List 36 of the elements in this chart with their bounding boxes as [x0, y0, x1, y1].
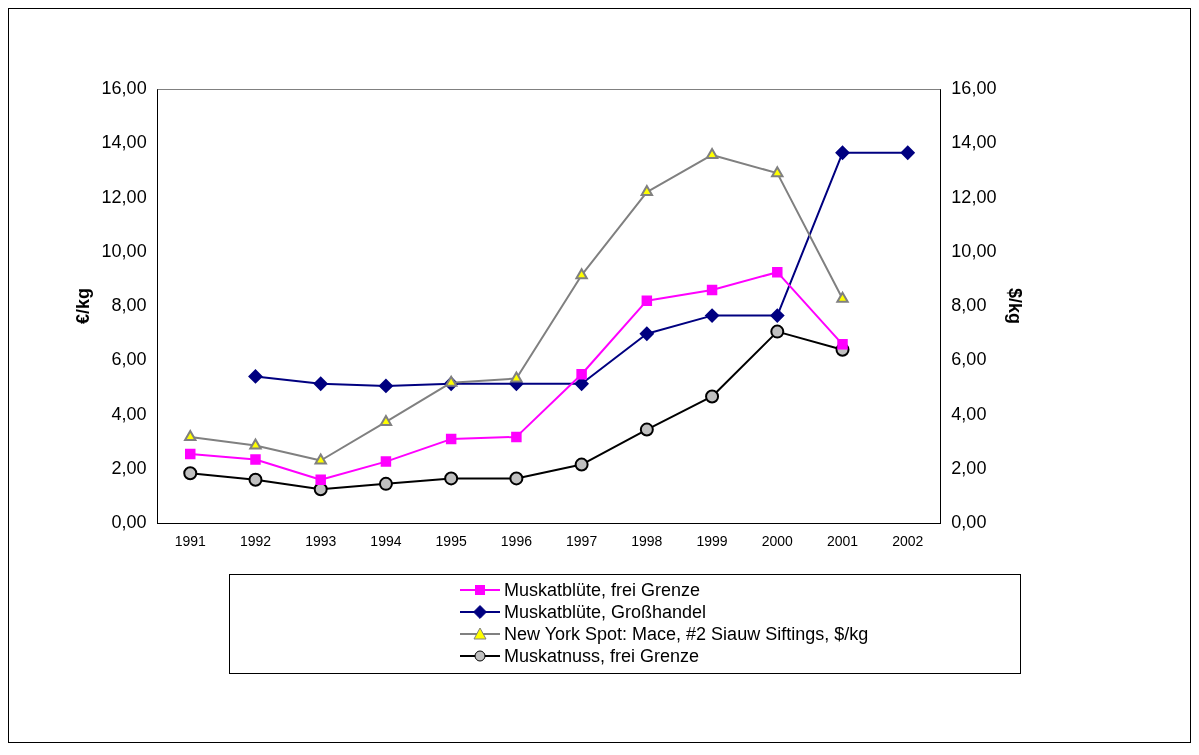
y2-tick-label: 10,00 [951, 240, 997, 261]
y-tick-label: 12,00 [101, 186, 147, 207]
x-tick-label: 1992 [239, 533, 272, 550]
y2-axis-title: $/kg [1005, 288, 1026, 325]
x-tick-label: 1997 [566, 533, 598, 550]
y2-tick-label: 6,00 [951, 349, 987, 370]
legend-label: New York Spot: Mace, #2 Siauw Siftings, $/kg [504, 623, 869, 645]
x-tick-label: 1999 [696, 533, 728, 550]
y-tick-label: 8,00 [111, 295, 147, 316]
y2-tick-label: 8,00 [951, 295, 987, 316]
y-tick-label: 6,00 [111, 349, 147, 370]
x-tick-label: 1993 [305, 533, 337, 550]
x-tick-label: 2001 [826, 533, 859, 550]
x-tick-label: 1996 [500, 533, 533, 550]
y-tick-label: 2,00 [111, 457, 147, 478]
legend-label: Muskatnuss, frei Grenze [504, 645, 700, 667]
y2-tick-label: 4,00 [951, 403, 987, 424]
y2-tick-label: 14,00 [951, 132, 997, 153]
y-tick-label: 10,00 [101, 240, 147, 261]
y2-tick-label: 16,00 [951, 77, 997, 98]
x-tick-label: 1995 [435, 533, 467, 550]
x-tick-label: 2000 [761, 533, 794, 550]
x-tick-label: 1994 [370, 533, 402, 550]
y2-tick-label: 12,00 [951, 186, 997, 207]
y-tick-label: 14,00 [101, 132, 147, 153]
x-tick-label: 1998 [631, 533, 663, 550]
legend-label: Muskatblüte, frei Grenze [504, 579, 701, 601]
y-axis-title: €/kg [72, 288, 93, 325]
y2-tick-label: 0,00 [951, 512, 987, 533]
legend-label: Muskatblüte, Großhandel [504, 601, 707, 623]
x-tick-label: 1991 [174, 533, 207, 550]
y2-tick-label: 2,00 [951, 457, 987, 478]
y-tick-label: 0,00 [111, 512, 147, 533]
y-tick-label: 4,00 [111, 403, 147, 424]
x-tick-label: 2002 [892, 533, 924, 550]
y-tick-label: 16,00 [101, 77, 147, 98]
